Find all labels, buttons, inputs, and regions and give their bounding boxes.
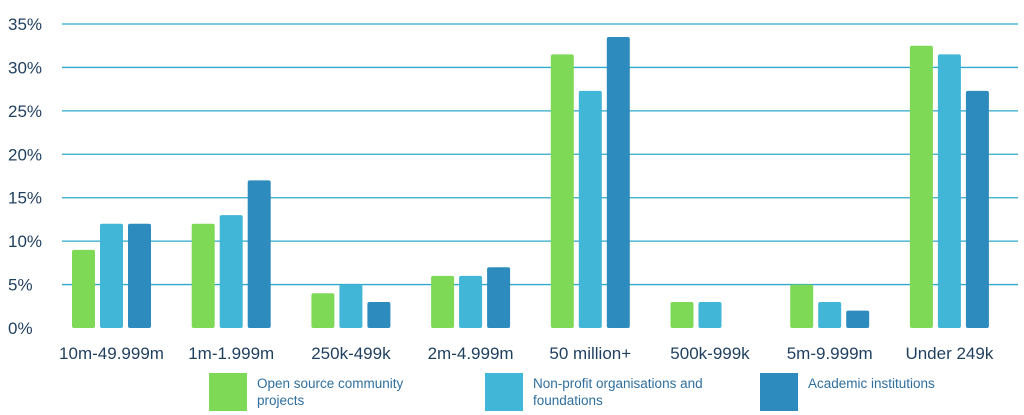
bar — [100, 223, 123, 328]
y-tick-label: 30% — [8, 58, 42, 77]
legend-swatch-non-profit — [485, 373, 523, 411]
bar — [818, 301, 842, 328]
x-axis: 10m-49.999m 1m-1.999m 250k-499k 2m-4.999m 50… — [59, 344, 994, 363]
legend-label-non-profit: Non-profit organisations and foundations — [533, 376, 703, 408]
bar — [790, 284, 814, 328]
bar — [965, 90, 989, 328]
x-tick-label: 50 million+ — [549, 344, 631, 363]
legend-swatch-academic — [760, 373, 798, 411]
y-axis: 0% 5% 10% 15% 20% 25% 30% 35% — [8, 15, 42, 338]
y-tick-label: 15% — [8, 189, 42, 208]
bar — [219, 215, 243, 328]
bar — [846, 310, 870, 328]
bar — [72, 249, 95, 328]
bar — [367, 301, 391, 328]
y-tick-label: 0% — [8, 319, 33, 338]
legend-swatch-open-source — [209, 373, 247, 411]
x-tick-label: Under 249k — [905, 344, 993, 363]
bar — [247, 180, 271, 328]
bar — [698, 301, 722, 328]
bar — [431, 275, 455, 328]
y-tick-label: 25% — [8, 102, 42, 121]
bar — [909, 45, 933, 328]
legend: Open source community projects Non-profi… — [0, 370, 1024, 415]
bar — [606, 37, 630, 329]
bar — [459, 275, 483, 328]
bar — [128, 223, 151, 328]
legend-item-academic: Academic institutions — [760, 370, 1000, 412]
y-tick-label: 10% — [8, 232, 42, 251]
x-tick-label: 500k-999k — [670, 344, 750, 363]
bar — [339, 284, 363, 328]
bar — [191, 223, 215, 328]
x-tick-label: 250k-499k — [311, 344, 391, 363]
x-tick-label: 1m-1.999m — [188, 344, 274, 363]
bar — [578, 90, 602, 328]
x-tick-label: 5m-9.999m — [787, 344, 873, 363]
bar — [670, 301, 694, 328]
legend-item-non-profit: Non-profit organisations and foundations — [485, 370, 745, 412]
y-tick-label: 35% — [8, 15, 42, 34]
y-tick-label: 5% — [8, 276, 33, 295]
x-tick-label: 10m-49.999m — [59, 344, 164, 363]
bar — [937, 54, 961, 329]
bar — [550, 54, 574, 329]
legend-item-open-source: Open source community projects — [209, 370, 439, 412]
bars — [72, 37, 989, 329]
bar — [487, 267, 511, 328]
bar — [311, 293, 335, 328]
legend-label-academic: Academic institutions — [808, 376, 935, 391]
x-tick-label: 2m-4.999m — [428, 344, 514, 363]
legend-label-open-source: Open source community projects — [257, 376, 404, 408]
y-tick-label: 20% — [8, 145, 42, 164]
